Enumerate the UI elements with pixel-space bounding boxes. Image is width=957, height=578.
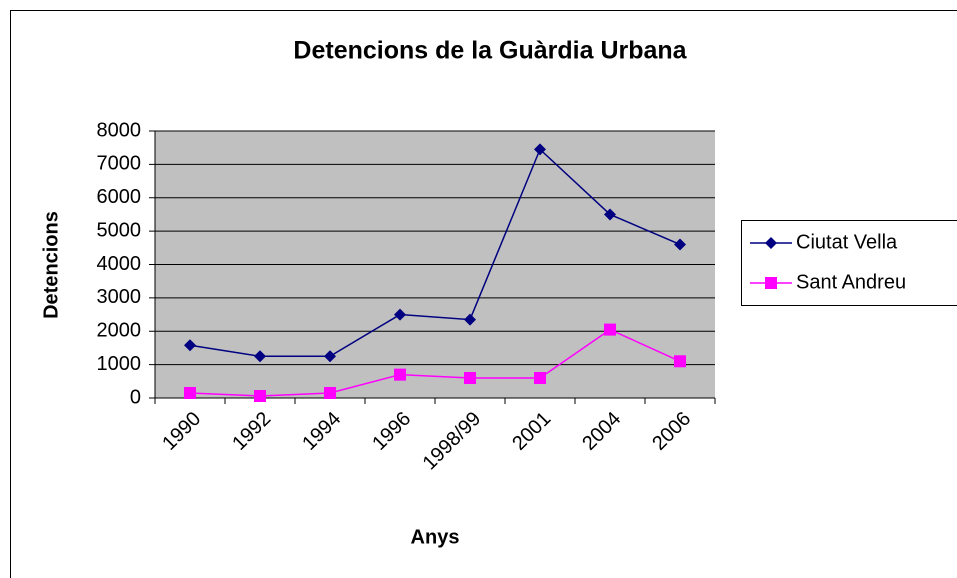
chart-title: Detencions de la Guàrdia Urbana: [293, 37, 687, 65]
data-point: [604, 323, 616, 336]
legend-label: Sant Andreu: [796, 271, 906, 293]
legend-label: Ciutat Vella: [796, 231, 898, 253]
legend-marker: [765, 277, 777, 289]
data-point: [534, 371, 546, 384]
data-point: [324, 350, 336, 363]
series-line: [189, 328, 681, 397]
legend-marker: [765, 237, 777, 249]
data-point: [534, 143, 546, 156]
data-point: [394, 308, 406, 321]
data-point: [674, 238, 686, 251]
data-point: [324, 386, 336, 399]
y-tick-label: 3000: [97, 286, 142, 308]
data-point: [674, 355, 686, 368]
y-tick-label: 4000: [97, 253, 142, 275]
y-tick-label: 5000: [97, 219, 142, 241]
data-point: [184, 339, 196, 352]
data-point: [604, 208, 616, 221]
y-tick-label: 1000: [97, 353, 142, 375]
data-point: [394, 368, 406, 381]
series-line: [189, 148, 681, 358]
data-point: [254, 350, 266, 363]
legend: [741, 220, 957, 306]
data-point: [464, 371, 476, 384]
y-tick-label: 8000: [97, 119, 142, 141]
y-tick-label: 7000: [97, 153, 142, 175]
data-point: [464, 313, 476, 326]
y-tick-label: 2000: [97, 320, 142, 342]
data-point: [254, 389, 266, 402]
data-point: [184, 386, 196, 399]
y-tick-label: 6000: [97, 186, 142, 208]
y-axis-title: Detencions: [40, 211, 62, 319]
x-axis-title: Anys: [411, 526, 460, 548]
y-tick-label: 0: [130, 386, 141, 408]
